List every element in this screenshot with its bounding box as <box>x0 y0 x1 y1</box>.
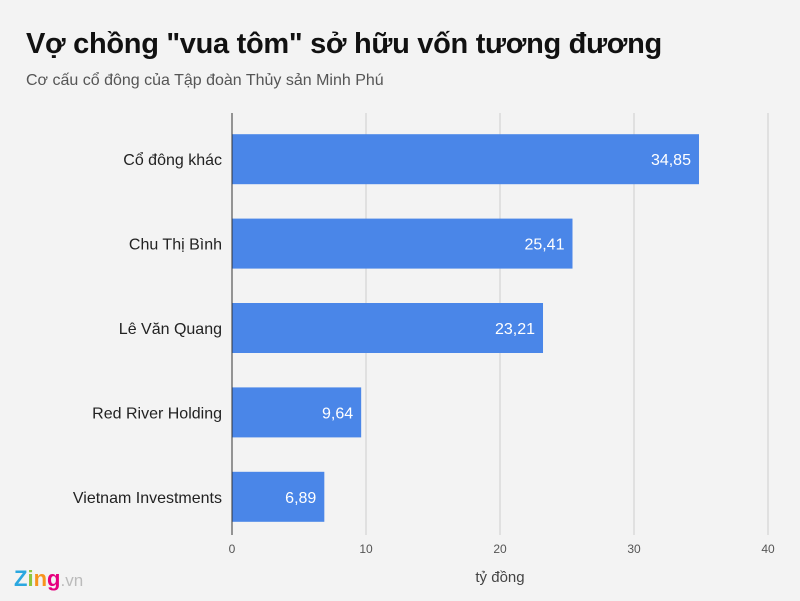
logo-z: Z <box>14 566 28 591</box>
bar <box>232 218 573 269</box>
category-label: Cổ đông khác <box>123 151 222 169</box>
category-label: Vietnam Investments <box>73 490 222 507</box>
x-axis-label: tỷ đồng <box>475 569 524 586</box>
logo-i: i <box>27 566 34 591</box>
bar <box>232 303 544 353</box>
data-label: 34,85 <box>651 152 691 169</box>
data-label: 23,21 <box>495 321 535 338</box>
chart-title: Vợ chồng "vua tôm" sở hữu vốn tương đươn… <box>26 28 662 60</box>
logo-g: g <box>47 566 61 591</box>
logo-vn: .vn <box>60 571 84 590</box>
data-label: 9,64 <box>322 405 353 422</box>
x-tick-label: 20 <box>493 542 507 556</box>
category-label: Chu Thị Bình <box>129 237 222 254</box>
bar <box>232 471 325 522</box>
x-tick-label: 0 <box>229 542 236 556</box>
category-label: Lê Văn Quang <box>119 321 222 338</box>
x-tick-label: 30 <box>627 542 641 556</box>
category-label: Red River Holding <box>92 405 222 422</box>
bar <box>232 134 699 185</box>
chart-subtitle: Cơ cấu cổ đông của Tập đoàn Thủy sản Min… <box>26 72 384 89</box>
x-tick-label: 40 <box>761 542 775 556</box>
zing-logo: Zing.vn <box>14 566 83 592</box>
bar <box>232 387 362 438</box>
data-label: 25,41 <box>524 237 564 254</box>
data-label: 6,89 <box>285 490 316 507</box>
x-tick-label: 10 <box>359 542 373 556</box>
logo-n: n <box>33 566 48 591</box>
